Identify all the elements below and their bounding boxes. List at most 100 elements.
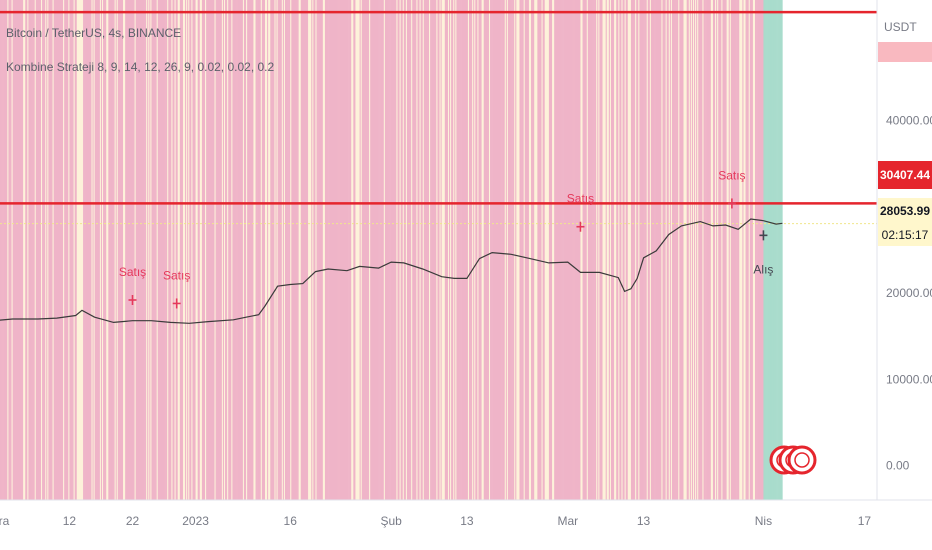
chart-title[interactable]: Bitcoin / TetherUS, 4s, BINANCE (6, 26, 182, 40)
signal-stripe (598, 0, 600, 500)
signal-stripe (75, 0, 78, 500)
signal-stripe (476, 0, 478, 500)
signal-stripe (635, 0, 637, 500)
time-axis[interactable]: Ara 12 22 2023 16 Şub 13 Mar 13 Nis 17 (0, 514, 871, 528)
signal-stripe (522, 0, 524, 500)
signal-stripe (650, 0, 653, 500)
signal-stripe (668, 0, 671, 500)
signal-stripe (36, 0, 39, 500)
sell-signal[interactable]: Satış (718, 168, 746, 209)
signal-stripe (528, 0, 531, 500)
signal-stripe (444, 0, 447, 500)
signal-stripe (264, 0, 267, 500)
signal-stripe (484, 0, 487, 500)
signal-stripe (89, 0, 91, 500)
sell-signal[interactable]: Satış (163, 268, 190, 309)
signal-stripe (26, 0, 28, 500)
signal-stripe (231, 0, 233, 500)
signal-stripe (588, 0, 591, 500)
signal-stripe (302, 0, 305, 500)
signal-stripe (414, 0, 416, 500)
signal-stripe (392, 0, 394, 500)
signal-stripe (360, 0, 363, 500)
signal-stripe (214, 0, 216, 500)
signal-stripe (393, 0, 395, 500)
signal-stripe (51, 0, 53, 500)
price-line[interactable] (0, 218, 783, 324)
signal-stripe (703, 0, 705, 500)
signal-stripe (359, 0, 361, 500)
signal-stripe (685, 0, 687, 500)
signal-stripe (677, 0, 679, 500)
signal-stripe (281, 0, 284, 500)
signal-stripe (483, 0, 486, 500)
signal-stripe (284, 0, 287, 500)
signal-stripe (181, 0, 184, 500)
signal-stripe (0, 0, 2, 500)
signal-stripe (7, 0, 9, 500)
signal-stripe (504, 0, 507, 500)
signal-stripe (548, 0, 551, 500)
signal-stripe (228, 0, 230, 500)
signal-stripe (86, 0, 88, 500)
signal-stripe (426, 0, 429, 500)
signal-stripe (507, 0, 510, 500)
signal-stripe (404, 0, 407, 500)
signal-stripe (146, 0, 148, 500)
signal-stripe (662, 0, 664, 500)
signal-stripe (173, 0, 175, 500)
signal-stripe (316, 0, 318, 500)
signal-stripe (131, 0, 133, 500)
signal-stripe (327, 0, 329, 500)
signal-stripe (25, 0, 27, 500)
signal-stripe (763, 0, 765, 500)
signal-stripe (748, 0, 751, 500)
event-badge-icon[interactable] (787, 445, 817, 475)
signal-stripe (780, 0, 782, 500)
sell-signal[interactable]: Satış (119, 265, 146, 305)
signal-stripe (30, 0, 32, 500)
signal-stripe (540, 0, 542, 500)
signal-stripe (757, 0, 759, 500)
signal-stripe (250, 0, 252, 500)
signal-stripe (577, 0, 579, 500)
signal-stripe (168, 0, 170, 500)
signal-stripe (82, 0, 84, 500)
signal-stripe (408, 0, 410, 500)
signal-stripe (77, 0, 80, 500)
signal-stripe (496, 0, 498, 500)
signal-stripe (333, 0, 335, 500)
signal-stripe (262, 0, 265, 500)
signal-stripe (310, 0, 312, 500)
signal-stripe (287, 0, 289, 500)
signal-stripe (298, 0, 300, 500)
signal-stripe (258, 0, 261, 500)
signal-stripe (606, 0, 609, 500)
signal-stripe (58, 0, 61, 500)
signal-stripe (213, 0, 215, 500)
indicator-legend[interactable]: Kombine Strateji 8, 9, 14, 12, 26, 9, 0.… (6, 60, 275, 74)
signal-stripe (233, 0, 235, 500)
signal-stripe (34, 0, 37, 500)
buy-signal[interactable]: Alış (753, 230, 773, 276)
last-price-tag: 28053.99 (878, 198, 932, 224)
sell-signal[interactable]: Satış (567, 192, 594, 232)
signal-stripe (386, 0, 389, 500)
signal-stripe (280, 0, 283, 500)
signal-stripe (373, 0, 375, 500)
signal-stripe (294, 0, 296, 500)
signal-stripe (544, 0, 547, 500)
signal-stripe (502, 0, 504, 500)
signal-stripe (282, 0, 285, 500)
signal-stripe (425, 0, 428, 500)
signal-stripe (731, 0, 734, 500)
signal-stripe (602, 0, 604, 500)
signal-stripe (204, 0, 206, 500)
signal-stripe (505, 0, 508, 500)
signal-stripe (711, 0, 714, 500)
signal-stripe (485, 0, 488, 500)
signal-stripe (500, 0, 502, 500)
signal-stripe (399, 0, 401, 500)
signal-stripe (770, 0, 773, 500)
